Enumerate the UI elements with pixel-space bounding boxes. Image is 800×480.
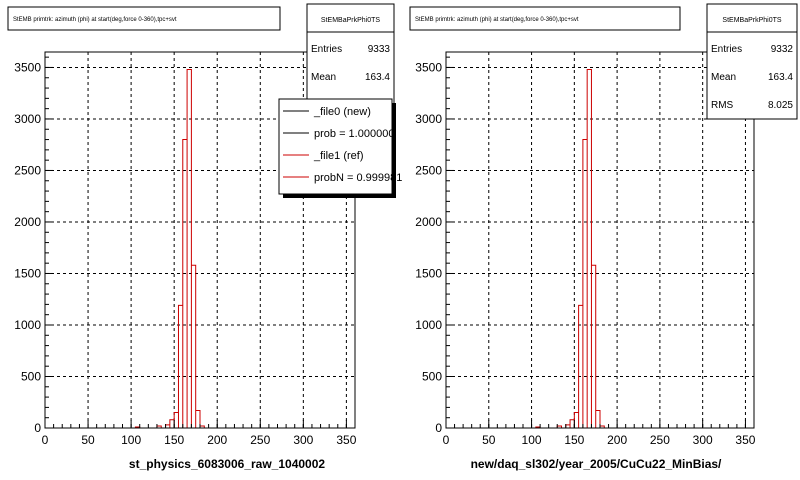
right-histogram-bin [583,140,587,428]
left-x-tick-label: 350 [336,433,356,447]
right-x-tick-label: 200 [607,433,627,447]
left-x-axis: 0 50 100 150 200 250 300 350 [42,420,357,447]
left-x-tick-label: 0 [42,433,49,447]
left-y-tick-label: 2000 [14,215,41,229]
right-stats-label: Entries [711,44,742,55]
right-y-tick-label: 3000 [415,112,442,126]
left-x-tick-label: 150 [164,433,184,447]
left-stats-label: Entries [311,44,342,55]
right-stats-name: StEMBaPrkPhi0TS [722,17,781,24]
left-histogram-series [45,69,355,429]
left-legend-label: probN = 0.999981 [314,172,402,184]
left-histogram-bin [196,410,200,428]
right-y-tick-label: 1000 [415,318,442,332]
left-chart-title: StEMB primtrk: azimuth (phi) at start(de… [13,17,177,23]
left-y-tick-label: 1500 [14,266,41,280]
left-histogram-bin [174,413,178,428]
right-stats-value: 163.4 [768,72,793,83]
right-histogram-bin [574,413,578,428]
right-x-tick-label: 350 [735,433,755,447]
right-histogram-bin [591,265,595,428]
left-legend-label: prob = 1.000000 [314,128,394,140]
right-x-tick-label: 0 [443,433,450,447]
right-y-axis: 0 500 1000 1500 2000 2500 3000 3500 [415,56,454,435]
left-stats-label: Mean [311,72,336,83]
left-legend-frame [278,98,393,195]
right-y-tick-label: 2500 [415,163,442,177]
right-stats-label: RMS [711,100,734,111]
right-stats-value: 8.025 [768,100,793,111]
right-stats-label: Mean [711,72,736,83]
right-y-tick-label: 1500 [415,266,442,280]
right-histogram-bin [570,420,574,428]
left-histogram-panel: 0 50 100 150 200 250 300 350 0 500 1000 1500 2000 25… [7,3,402,471]
right-x-axis-label: new/daq_sl302/year_2005/CuCu22_MinBias/ [471,457,722,471]
left-legend: _file0 (new) prob = 1.000000 _file1 (ref) p… [278,98,402,198]
left-histogram-bin [191,265,195,428]
right-histogram-series [446,69,754,429]
right-chart-title: StEMB primtrk: azimuth (phi) at start(de… [415,17,579,23]
left-histogram-bin [183,140,187,428]
right-histogram-outline [446,69,754,429]
right-histogram-panel: 0 50 100 150 200 250 300 350 0 500 1000 1500 2000 25… [409,3,798,471]
left-x-tick-label: 100 [121,433,141,447]
left-stats-value: 163.4 [365,72,390,83]
right-x-tick-label: 100 [522,433,542,447]
right-x-axis: 0 50 100 150 200 250 300 350 [443,420,756,447]
left-x-tick-label: 200 [207,433,227,447]
right-stats-value: 9332 [771,44,794,55]
right-y-tick-label: 2000 [415,215,442,229]
left-title-box: StEMB primtrk: azimuth (phi) at start(de… [7,6,281,31]
right-x-tick-label: 150 [564,433,584,447]
left-x-tick-label: 250 [250,433,270,447]
right-histogram-bin [587,70,591,428]
left-histogram-bin [187,70,191,428]
left-stats-value: 9333 [368,44,391,55]
left-histogram-bin [170,420,174,428]
right-y-tick-label: 0 [435,421,442,435]
left-x-tick-label: 50 [81,433,95,447]
left-y-tick-label: 0 [34,421,41,435]
right-x-tick-label: 250 [650,433,670,447]
left-y-tick-label: 500 [21,369,41,383]
left-stats-name: StEMBaPrkPhi0TS [321,17,380,24]
right-histogram-bin [579,305,583,428]
left-y-tick-label: 1000 [14,318,41,332]
left-histogram-outline [45,69,355,429]
right-x-tick-label: 300 [693,433,713,447]
left-x-axis-label: st_physics_6083006_raw_1040002 [129,457,325,471]
left-y-axis: 0 500 1000 1500 2000 2500 3000 3500 [14,56,53,435]
left-legend-label: _file1 (ref) [313,150,364,162]
left-x-tick-label: 300 [293,433,313,447]
right-title-box: StEMB primtrk: azimuth (phi) at start(de… [409,6,681,31]
left-y-tick-label: 3500 [14,60,41,74]
right-x-tick-label: 50 [482,433,496,447]
right-histogram-bin [596,410,600,428]
right-y-tick-label: 500 [422,369,442,383]
right-y-tick-label: 3500 [415,60,442,74]
left-y-tick-label: 2500 [14,163,41,177]
right-stats-frame [706,3,798,120]
left-legend-label: _file0 (new) [313,106,371,118]
left-y-tick-label: 3000 [14,112,41,126]
left-histogram-bin [178,305,182,428]
right-stats-box: StEMBaPrkPhi0TS Entries 9332 Mean 163.4 RMS 8.… [706,3,798,120]
